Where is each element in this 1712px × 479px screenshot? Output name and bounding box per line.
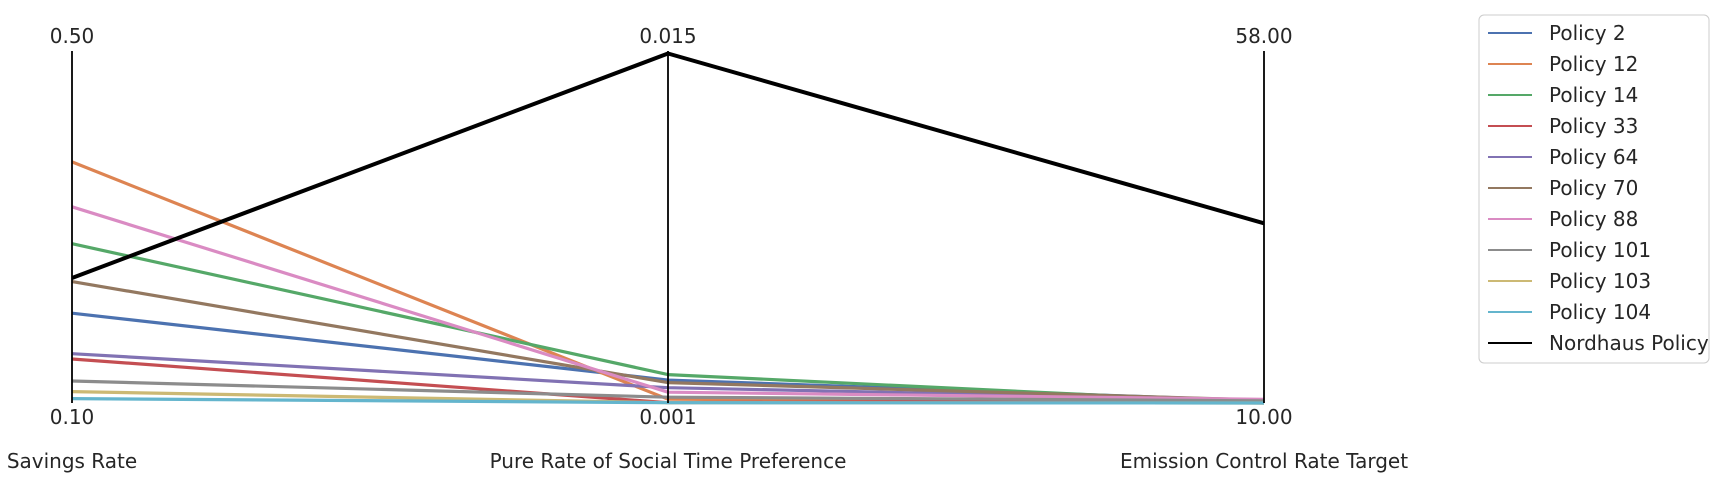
legend-item: Nordhaus Policy (1488, 331, 1709, 355)
legend-label: Nordhaus Policy (1549, 331, 1709, 355)
axis-max-label: 0.50 (50, 24, 95, 48)
legend-item: Policy 88 (1488, 207, 1638, 231)
legend: Policy 2 Policy 12 Policy 14 Policy 33 Polic… (1478, 14, 1710, 364)
axis-labels: 0.50 0.10 Savings Rate 0.015 0.001 Pure Rate … (7, 24, 1408, 473)
legend-item: Policy 64 (1488, 145, 1638, 169)
axis-title: Savings Rate (7, 449, 137, 473)
axis-max-label: 58.00 (1235, 24, 1292, 48)
legend-item: Policy 14 (1488, 83, 1638, 107)
legend-label: Policy 103 (1549, 269, 1651, 293)
legend-label: Policy 14 (1549, 83, 1638, 107)
legend-label: Policy 64 (1549, 145, 1638, 169)
axis-title: Pure Rate of Social Time Preference (490, 449, 847, 473)
legend-label: Policy 12 (1549, 52, 1638, 76)
axes (71, 51, 1265, 403)
legend-label: Policy 2 (1549, 21, 1626, 45)
legend-label: Policy 104 (1549, 300, 1651, 324)
legend-item: Policy 12 (1488, 52, 1638, 76)
legend-label: Policy 70 (1549, 176, 1638, 200)
legend-label: Policy 33 (1549, 114, 1638, 138)
axis-min-label: 0.10 (50, 405, 95, 429)
legend-item: Policy 33 (1488, 114, 1638, 138)
axis-title: Emission Control Rate Target (1120, 449, 1408, 473)
legend-item: Policy 2 (1488, 21, 1626, 45)
axis-max-label: 0.015 (639, 24, 696, 48)
legend-label: Policy 101 (1549, 238, 1651, 262)
legend-item: Policy 70 (1488, 176, 1638, 200)
legend-label: Policy 88 (1549, 207, 1638, 231)
legend-item: Policy 104 (1488, 300, 1651, 324)
legend-frame (1478, 14, 1710, 364)
axis-min-label: 10.00 (1235, 405, 1292, 429)
legend-item: Policy 101 (1488, 238, 1651, 262)
axis-min-label: 0.001 (639, 405, 696, 429)
legend-item: Policy 103 (1488, 269, 1651, 293)
